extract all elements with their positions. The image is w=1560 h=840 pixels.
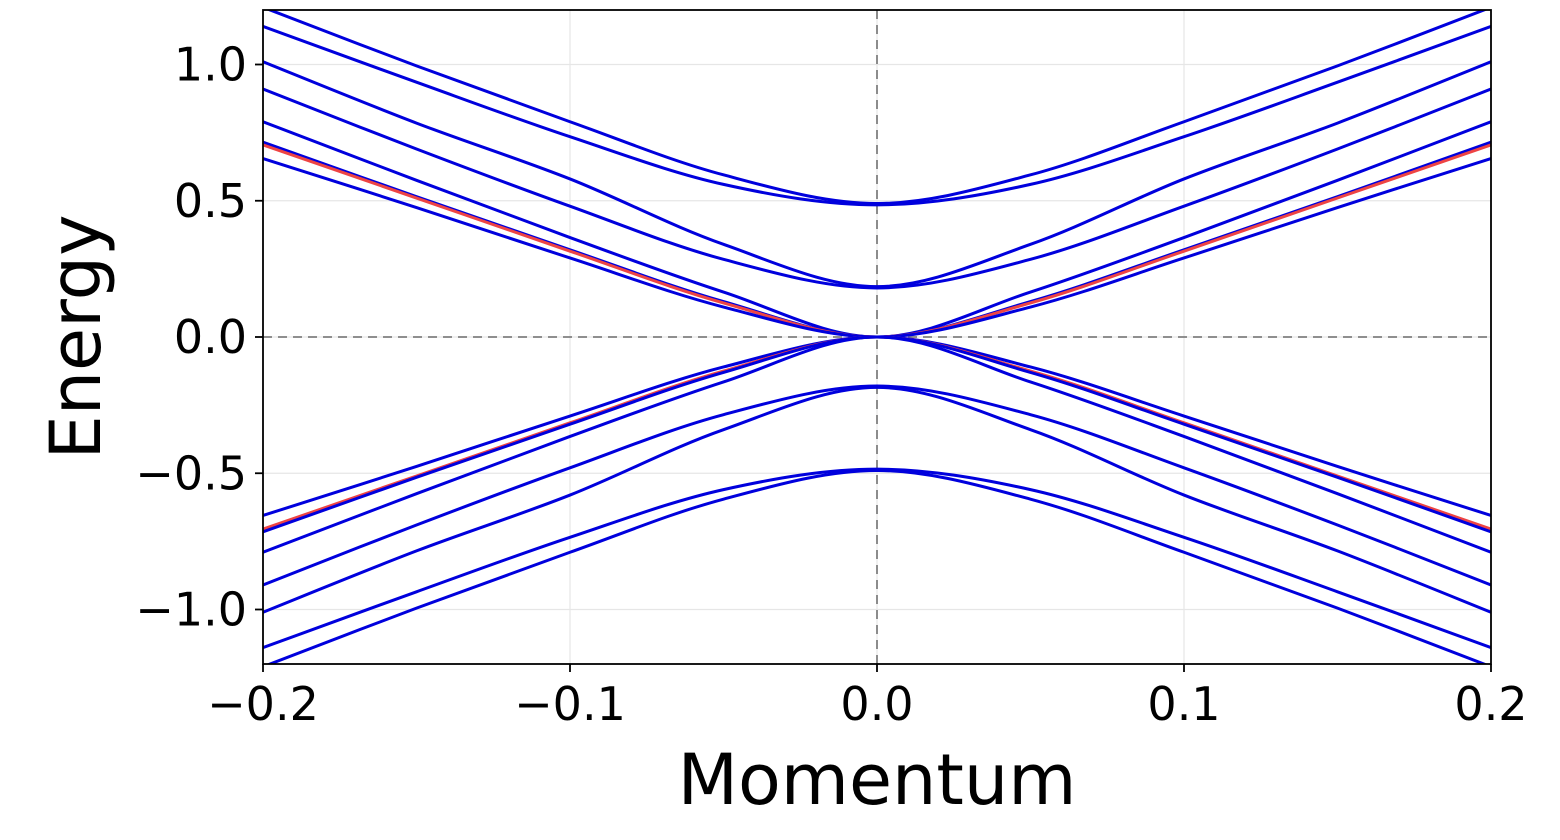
band-line-16	[265, 469, 1489, 664]
y-axis-label: Energy	[35, 214, 117, 459]
tick-layer: −0.2 −0.1 0.0 0.1 0.2 −1.0 −0.5 0.0 0.5 1.0	[135, 38, 1527, 732]
y-tick-label: 1.0	[174, 38, 247, 92]
band-line-2	[263, 24, 1491, 207]
reference-lines	[263, 10, 1491, 664]
x-tick-label: 0.1	[1147, 677, 1220, 731]
band-line-4	[263, 87, 1491, 290]
x-axis-label: Momentum	[678, 739, 1077, 821]
series-layer	[263, 10, 1491, 664]
x-tick-label: 0.0	[840, 677, 913, 731]
y-tick-label: −0.5	[135, 446, 247, 500]
y-tick-label: 0.5	[174, 174, 247, 228]
y-tick-label: 0.0	[174, 310, 247, 364]
x-tick-label: 0.2	[1454, 677, 1527, 731]
y-tick-label: −1.0	[135, 583, 247, 637]
band-line-14	[263, 385, 1491, 614]
x-tick-label: −0.1	[514, 677, 626, 731]
x-tick-label: −0.2	[207, 677, 319, 731]
band-line-12	[263, 335, 1491, 554]
